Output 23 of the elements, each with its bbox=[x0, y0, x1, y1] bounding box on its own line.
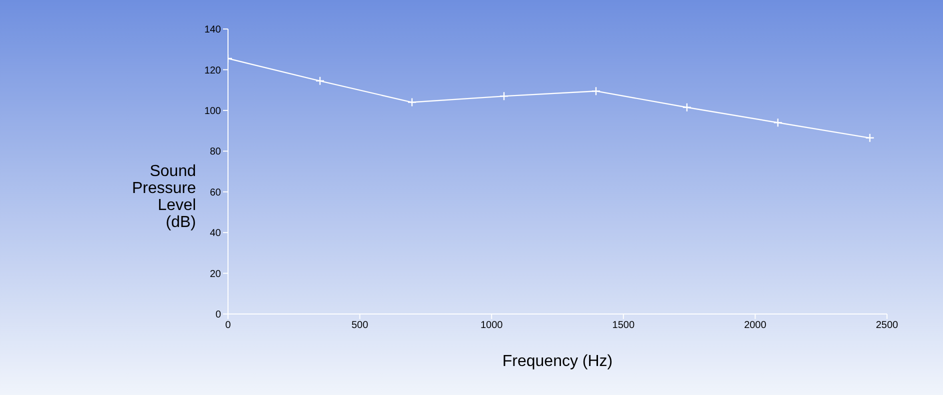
x-tick-label: 1500 bbox=[612, 320, 635, 332]
x-tick-label: 1000 bbox=[480, 320, 504, 332]
point bbox=[773, 118, 782, 128]
y-tick-label: 120 bbox=[204, 65, 222, 76]
y-tick-label: 0 bbox=[215, 310, 222, 321]
x-axis-title: Frequency (Hz) bbox=[502, 353, 613, 370]
y-tick-label: 20 bbox=[210, 268, 222, 280]
x-tick-label: 2500 bbox=[876, 320, 899, 332]
point bbox=[865, 133, 874, 143]
x-tick-label: 0 bbox=[225, 320, 232, 332]
y-tick-label: 100 bbox=[204, 106, 222, 117]
point bbox=[315, 76, 325, 86]
point bbox=[682, 102, 692, 112]
y-tick-label: 80 bbox=[210, 146, 222, 158]
x-tick-label: 2000 bbox=[744, 320, 767, 332]
point bbox=[499, 92, 509, 101]
y-tick-label: 40 bbox=[210, 228, 222, 240]
y-axis-title: Sound Pressure Level (dB) bbox=[130, 163, 196, 231]
y-tick-label: 140 bbox=[204, 24, 222, 36]
x-tick-label: 500 bbox=[351, 320, 369, 332]
y-tick-label: 60 bbox=[210, 187, 222, 198]
point bbox=[591, 86, 601, 96]
point bbox=[407, 98, 417, 107]
